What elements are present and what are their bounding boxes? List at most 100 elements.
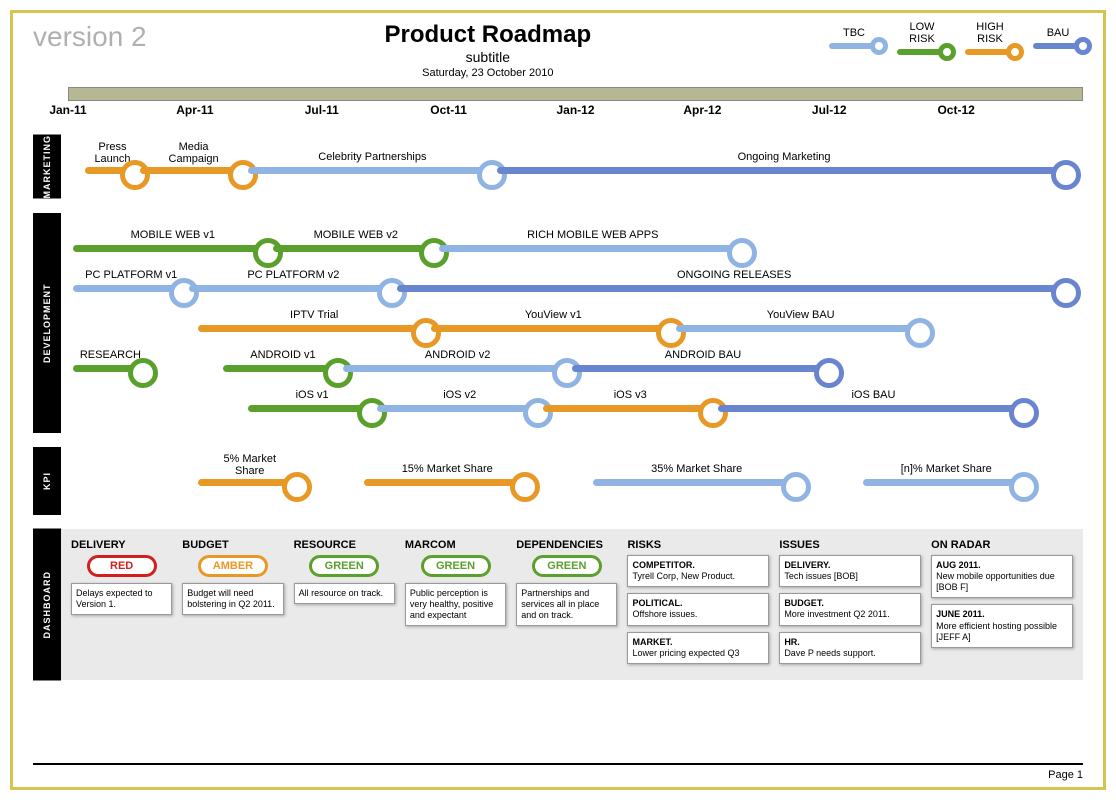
dashboard-body: DELIVERYREDDelays expected to Version 1.… [61,529,1083,681]
dashboard-column: DEPENDENCIESGREENPartnerships and servic… [516,539,617,671]
dashboard-col-title: ON RADAR [931,539,1073,551]
gantt-bar-label: iOS BAU [718,389,1030,401]
legend-item: TBC [829,27,879,49]
gantt-bar-label: MOBILE WEB v1 [73,229,273,241]
gantt-bar: 35% Market Share [593,479,801,486]
dashboard-col-title: ISSUES [779,539,921,551]
swimlane: iOS v1iOS v2iOS v3iOS BAU [73,383,1071,423]
dashboard-note: Partnerships and services all in place a… [516,583,617,627]
gantt-bar: iOS v2 [377,405,543,412]
swimlane: PC PLATFORM v1PC PLATFORM v2ONGOING RELE… [73,263,1071,303]
gantt-bar: MOBILE WEB v1 [73,245,273,252]
section-body: 5% MarketShare 15% Market Share 35% Market… [61,447,1083,515]
gantt-bar: Celebrity Partnerships [248,167,498,174]
swimlane: 5% MarketShare15% Market Share35% Market… [73,457,1071,505]
dashboard-note: DELIVERY.Tech issues [BOB] [779,555,921,588]
gantt-bar: YouView BAU [676,325,926,332]
gantt-bar-label: ANDROID v1 [223,349,344,361]
swimlane: RESEARCHANDROID v1ANDROID v2ANDROID BAU [73,343,1071,383]
gantt-bar-label: ANDROID v2 [343,349,572,361]
status-badge: GREEN [309,555,379,577]
gantt-bar-label: 5% MarketShare [198,453,302,477]
gantt-bar-label: YouView BAU [676,309,926,321]
page-subtitle: subtitle [147,49,829,65]
gantt-bar-label: Ongoing Marketing [497,151,1071,163]
dashboard-note: MARKET.Lower pricing expected Q3 [627,632,769,665]
gantt-bar-label: YouView v1 [431,309,676,321]
dashboard-section: DASHBOARD DELIVERYREDDelays expected to … [33,529,1083,681]
gantt-bar-label: RESEARCH [73,349,148,361]
status-badge: AMBER [198,555,268,577]
gantt-bar: ONGOING RELEASES [397,285,1071,292]
swimlane: PressLaunchMediaCampaignCelebrity Partne… [73,145,1071,185]
dashboard-col-title: BUDGET [182,539,283,551]
page-number: Page 1 [1048,769,1083,781]
gantt-bar-label: MediaCampaign [140,141,248,165]
gantt-bar-label: IPTV Trial [198,309,431,321]
dashboard-column: RESOURCEGREENAll resource on track. [294,539,395,671]
gantt-bar-label: Celebrity Partnerships [248,151,498,163]
legend-text: LOW RISK [909,21,935,45]
dashboard-col-title: DELIVERY [71,539,172,551]
dashboard-column: MARCOM GREEN Public perception is very hea… [405,539,506,671]
dashboard-note: AUG 2011.New mobile opportunities due [B… [931,555,1073,599]
dashboard-note: BUDGET.More investment Q2 2011. [779,593,921,626]
dashboard-col-title: RESOURCE [294,539,395,551]
version-label: version 2 [33,21,147,53]
gantt-bar: 15% Market Share [364,479,530,486]
page-date: Saturday, 23 October 2010 [147,67,829,79]
dashboard-column: DELIVERYREDDelays expected to Version 1. [71,539,172,671]
gantt-bar-label: RICH MOBILE WEB APPS [439,229,747,241]
dashboard-note: Delays expected to Version 1. [71,583,172,616]
gantt-bar-label: PressLaunch [85,141,139,165]
timeline-axis [68,87,1083,101]
timeline-tick: Jul-12 [812,103,847,117]
dashboard-note: Public perception is very healthy, posit… [405,583,506,627]
gantt-bar: ANDROID v2 [343,365,572,372]
gantt-bar: IPTV Trial [198,325,431,332]
gantt-bar: ANDROID BAU [572,365,834,372]
gantt-bar: Ongoing Marketing [497,167,1071,174]
timeline-tick: Jan-11 [49,103,86,117]
title-block: Product Roadmap subtitle Saturday, 23 Oc… [147,21,829,79]
gantt-bar: PC PLATFORM v1 [73,285,189,292]
gantt-bar: iOS v3 [543,405,718,412]
gantt-bar-label: ONGOING RELEASES [397,269,1071,281]
legend-item: HIGH RISK [965,21,1015,55]
header: version 2 Product Roadmap subtitle Satur… [13,13,1103,81]
gantt-bar-label: [n]% Market Share [863,463,1029,475]
status-badge: GREEN [421,555,491,577]
gantt-bar-label: 15% Market Share [364,463,530,475]
legend-item: LOW RISK [897,21,947,55]
dashboard-note: COMPETITOR.Tyrell Corp, New Product. [627,555,769,588]
timeline-tick: Jan-12 [556,103,594,117]
dashboard-column: ON RADAR AUG 2011.New mobile opportunitie… [931,539,1073,671]
gantt-section: DEVELOPMENTMOBILE WEB v1MOBILE WEB v2RIC… [33,213,1083,433]
timeline-tick: Apr-11 [176,103,213,117]
gantt-bar-label: iOS v2 [377,389,543,401]
gantt-bar: PressLaunch [85,167,139,174]
legend-item: BAU [1033,27,1083,49]
gantt-bar: iOS v1 [248,405,377,412]
gantt-bar: MOBILE WEB v2 [273,245,439,252]
dashboard-label: DASHBOARD [33,529,61,681]
timeline-tick: Apr-12 [683,103,721,117]
dashboard-note: Budget will need bolstering in Q2 2011. [182,583,283,616]
section-label: MARKETING [33,135,61,199]
gantt-bar-label: ANDROID BAU [572,349,834,361]
section-body: PressLaunchMediaCampaignCelebrity Partne… [61,135,1083,199]
gantt-bar: RICH MOBILE WEB APPS [439,245,747,252]
dashboard-column: RISKSCOMPETITOR.Tyrell Corp, New Product… [627,539,769,671]
legend-text: HIGH RISK [976,21,1004,45]
timeline-tick: Oct-12 [937,103,974,117]
gantt-bar-label: PC PLATFORM v2 [189,269,397,281]
gantt-bar: PC PLATFORM v2 [189,285,397,292]
dashboard-column: BUDGET AMBER Budget will need bolstering i… [182,539,283,671]
dashboard-col-title: MARCOM [405,539,506,551]
legend-text: BAU [1047,27,1070,39]
timeline-tick: Oct-11 [430,103,467,117]
gantt-bar: iOS BAU [718,405,1030,412]
dashboard-note: JUNE 2011.More efficient hosting possibl… [931,604,1073,648]
bottom-rule [33,763,1083,765]
legend-text: TBC [843,27,865,39]
